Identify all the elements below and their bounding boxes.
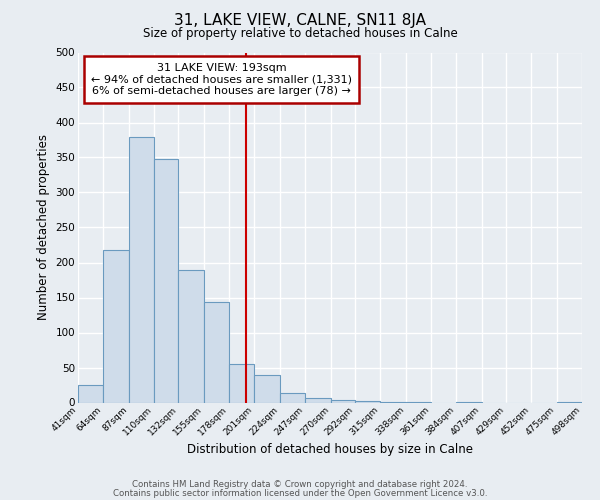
Text: Contains HM Land Registry data © Crown copyright and database right 2024.: Contains HM Land Registry data © Crown c… <box>132 480 468 489</box>
Bar <box>280 394 305 402</box>
Bar <box>103 250 129 402</box>
Bar <box>305 398 331 402</box>
Bar <box>78 385 103 402</box>
Y-axis label: Number of detached properties: Number of detached properties <box>37 134 50 320</box>
Bar <box>204 302 229 402</box>
Text: Size of property relative to detached houses in Calne: Size of property relative to detached ho… <box>143 28 457 40</box>
Text: 31 LAKE VIEW: 193sqm
← 94% of detached houses are smaller (1,331)
6% of semi-det: 31 LAKE VIEW: 193sqm ← 94% of detached h… <box>91 63 352 96</box>
X-axis label: Distribution of detached houses by size in Calne: Distribution of detached houses by size … <box>187 443 473 456</box>
Bar <box>178 270 204 402</box>
Bar <box>355 401 380 402</box>
Bar <box>229 364 254 403</box>
Bar <box>154 159 178 402</box>
Bar <box>331 400 355 402</box>
Bar <box>254 374 280 402</box>
Bar <box>129 136 154 402</box>
Text: Contains public sector information licensed under the Open Government Licence v3: Contains public sector information licen… <box>113 488 487 498</box>
Text: 31, LAKE VIEW, CALNE, SN11 8JA: 31, LAKE VIEW, CALNE, SN11 8JA <box>174 12 426 28</box>
